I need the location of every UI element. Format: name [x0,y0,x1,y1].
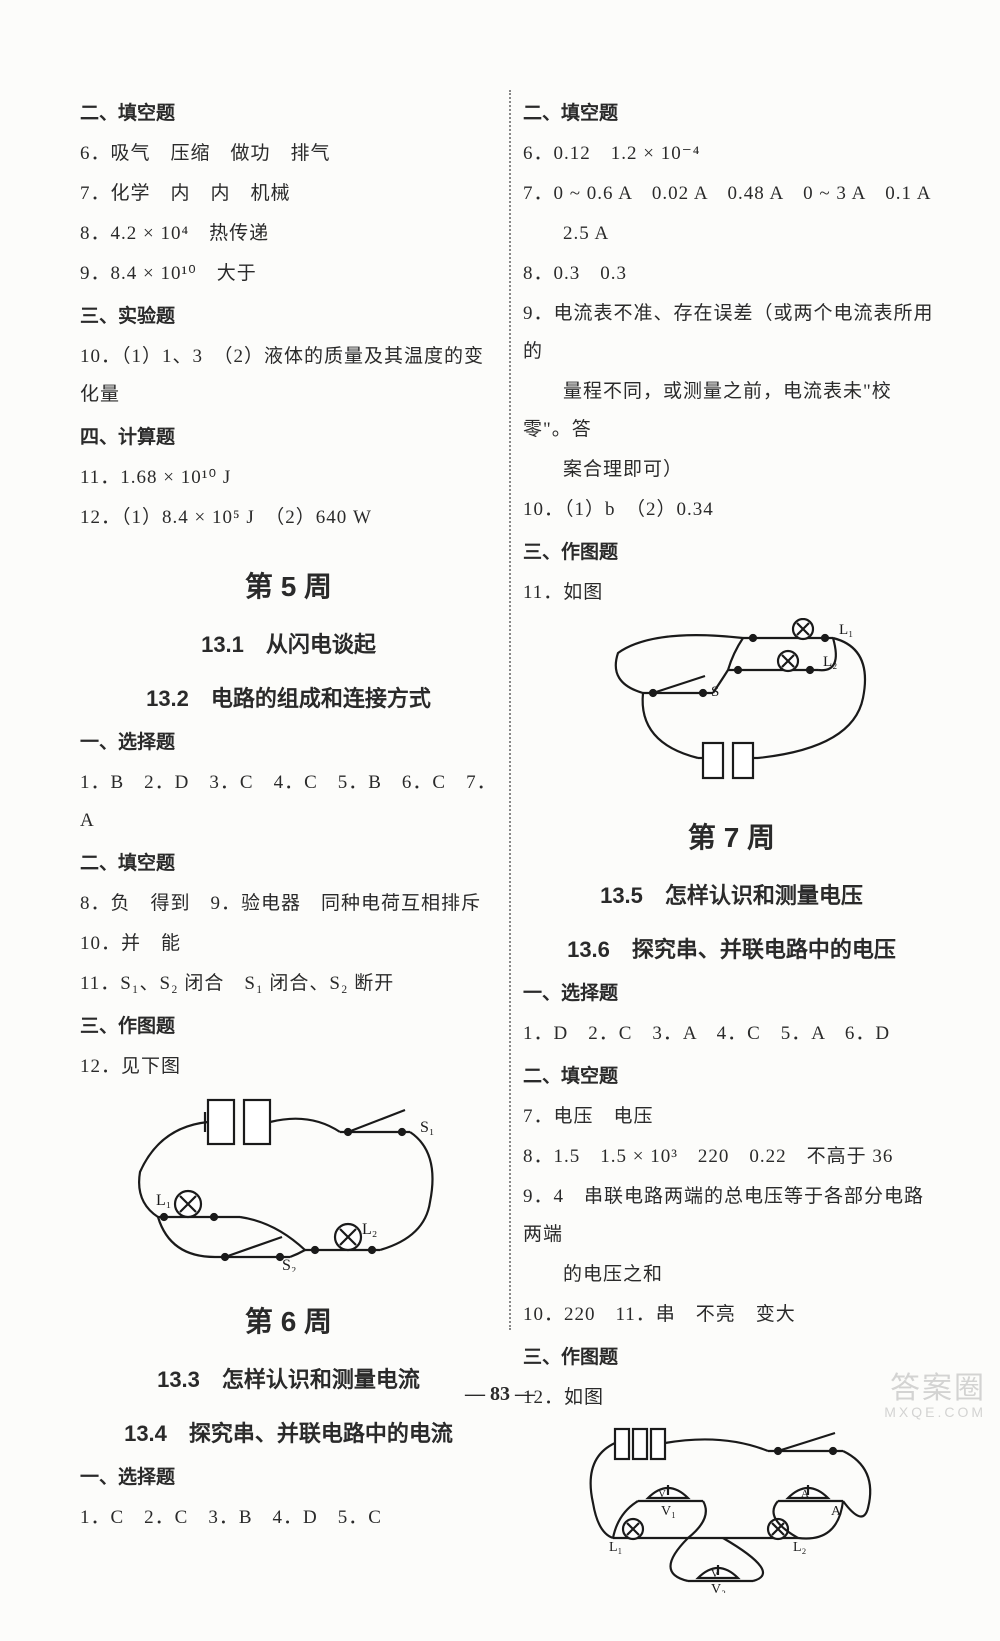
circuit-diagram-2: L₁ L₂ S [593,618,940,788]
answer-line: 10．并 能 [80,925,497,963]
answer-line: 1．D 2．C 3．A 4．C 5．A 6．D [523,1015,940,1053]
heading-mc: 一、选择题 [523,978,940,1005]
answer-line: 量程不同，或测量之前，电流表未"校零"。答 [523,373,940,449]
svg-text:L₂: L₂ [823,654,837,670]
chapter-13-5: 13.5 怎样认识和测量电压 [523,878,940,910]
answer-line: 8．负 得到 9．验电器 同种电荷互相排斥 [80,885,497,923]
chapter-13-4: 13.4 探究串、并联电路中的电流 [80,1416,497,1448]
chapter-13-1: 13.1 从闪电谈起 [80,627,497,659]
answer-line: 8．0.3 0.3 [523,255,940,293]
answer-line: 2.5 A [523,215,940,253]
answer-line: 6．0.12 1.2 × 10⁻⁴ [523,135,940,173]
answer-line: 9．8.4 × 10¹⁰ 大于 [80,255,497,293]
answer-line: 10．220 11．串 不亮 变大 [523,1296,940,1334]
answer-line: 10．（1）1、3 （2）液体的质量及其温度的变化量 [80,338,497,414]
heading-fill: 二、填空题 [523,1061,940,1088]
svg-text:L₁: L₁ [609,1540,622,1555]
watermark-main: 答案圈 [884,1372,986,1405]
svg-text:L₂: L₂ [793,1540,807,1555]
svg-text:V: V [711,1568,719,1580]
answer-line: 6．吸气 压缩 做功 排气 [80,135,497,173]
answer-line: 7．化学 内 内 机械 [80,175,497,213]
svg-text:A: A [801,1488,809,1500]
chapter-13-6: 13.6 探究串、并联电路中的电压 [523,932,940,964]
answer-line: 的电压之和 [523,1256,940,1294]
watermark: 答案圈 MXQE.COM [884,1372,986,1420]
label-l1: L₁ [156,1192,171,1209]
label-s2: S₂ [282,1257,296,1272]
svg-text:V₂: V₂ [711,1582,726,1593]
answer-line: 8．4.2 × 10⁴ 热传递 [80,215,497,253]
answer-line: 12．见下图 [80,1048,497,1086]
week-7-title: 第 7 周 [523,816,940,856]
circuit-diagram-1: S₁ S₂ L₁ L₂ [110,1092,497,1272]
heading-calc: 四、计算题 [80,422,497,449]
answer-line: 8．1.5 1.5 × 10³ 220 0.22 不高于 36 [523,1138,940,1176]
answer-line: 12．（1）8.4 × 10⁵ J （2）640 W [80,499,497,537]
heading-fill: 二、填空题 [523,98,940,125]
svg-text:A: A [831,1504,842,1519]
week-6-title: 第 6 周 [80,1300,497,1340]
answer-line: 7．电压 电压 [523,1098,940,1136]
answer-line: 案合理即可） [523,451,940,489]
column-divider [509,90,511,1330]
svg-text:V: V [658,1488,666,1500]
heading-draw: 三、作图题 [80,1011,497,1038]
heading-mc: 一、选择题 [80,727,497,754]
circuit-diagram-3: V₁ A L₁ L₂ V₂ V A V [573,1423,940,1593]
svg-text:L₁: L₁ [839,622,853,638]
answer-line: 1．C 2．C 3．B 4．D 5．C [80,1499,497,1537]
answer-line: 7．0 ~ 0.6 A 0.02 A 0.48 A 0 ~ 3 A 0.1 A [523,175,940,213]
heading-mc: 一、选择题 [80,1462,497,1489]
answer-line: 11．如图 [523,574,940,612]
left-column: 二、填空题 6．吸气 压缩 做功 排气 7．化学 内 内 机械 8．4.2 × … [80,90,497,1601]
answer-line: 9．4 串联电路两端的总电压等于各部分电路两端 [523,1178,940,1254]
watermark-sub: MXQE.COM [884,1405,986,1420]
answer-line: 1．B 2．D 3．C 4．C 5．B 6．C 7．A [80,764,497,840]
right-column: 二、填空题 6．0.12 1.2 × 10⁻⁴ 7．0 ~ 0.6 A 0.02… [523,90,940,1601]
label-l2: L₂ [362,1221,377,1238]
answer-line: 9．电流表不准、存在误差（或两个电流表所用的 [523,295,940,371]
svg-text:S: S [711,684,719,700]
answer-line: 11．1.68 × 10¹⁰ J [80,459,497,497]
heading-experiment: 三、实验题 [80,301,497,328]
heading-draw: 三、作图题 [523,1342,940,1369]
chapter-13-2: 13.2 电路的组成和连接方式 [80,681,497,713]
svg-text:V₁: V₁ [661,1504,676,1519]
heading-fill: 二、填空题 [80,98,497,125]
heading-draw: 三、作图题 [523,537,940,564]
answer-line: 10．（1）b （2）0.34 [523,491,940,529]
label-s1: S₁ [420,1119,434,1136]
page-number: — 83 — [0,1383,1000,1406]
heading-fill: 二、填空题 [80,848,497,875]
week-5-title: 第 5 周 [80,565,497,605]
answer-line: 11．S₁、S₂ 闭合 S₁ 闭合、S₂ 断开 [80,965,497,1003]
